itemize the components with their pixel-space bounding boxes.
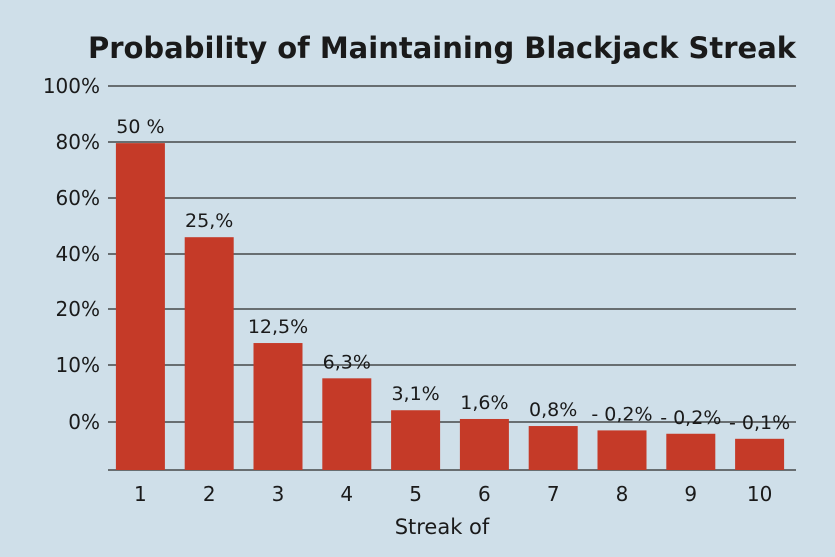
data-label: 6,3%	[323, 351, 371, 373]
x-tick-label: 10	[747, 482, 772, 506]
x-tick-label: 4	[340, 482, 353, 506]
bar	[459, 418, 509, 470]
x-tick-label: 1	[134, 482, 147, 506]
bar	[115, 143, 165, 470]
data-label: 3,1%	[391, 383, 439, 405]
x-tick-label: 8	[616, 482, 629, 506]
y-tick-label: 10%	[56, 353, 100, 377]
x-tick-label: 9	[684, 482, 697, 506]
bar	[322, 378, 372, 470]
data-label: 50 %	[116, 116, 164, 138]
x-axis-label: Streak of	[395, 515, 490, 539]
y-tick-label: 60%	[56, 186, 100, 210]
y-tick-label: 40%	[56, 242, 100, 266]
y-axis-ticks: 0% 10% 20% 40% 60% 80% 100%	[43, 74, 100, 434]
bar	[597, 430, 647, 470]
data-label: - 0,1%	[729, 412, 790, 434]
y-tick-label: 0%	[68, 410, 100, 434]
x-tick-label: 2	[203, 482, 216, 506]
y-tick-label: 80%	[56, 130, 100, 154]
bar	[735, 438, 785, 470]
bar	[184, 237, 234, 470]
data-label: 0,8%	[529, 399, 577, 421]
data-label: - 0,2%	[591, 403, 652, 425]
bar	[253, 343, 303, 470]
y-tick-label: 100%	[43, 74, 100, 98]
data-label: - 0,2%	[660, 407, 721, 429]
x-tick-label: 6	[478, 482, 491, 506]
y-tick-label: 20%	[56, 297, 100, 321]
x-tick-label: 5	[409, 482, 422, 506]
data-label: 25,%	[185, 210, 233, 232]
data-label: 12,5%	[248, 316, 308, 338]
bar	[666, 433, 716, 470]
bar	[528, 426, 578, 470]
x-tick-label: 7	[547, 482, 560, 506]
data-label: 1,6%	[460, 392, 508, 414]
data-labels: 50 % 25,% 12,5% 6,3% 3,1% 1,6% 0,8% - 0,2% - 0,2…	[116, 116, 790, 434]
chart-title: Probability of Maintaining Blackjack Str…	[88, 31, 797, 65]
x-axis-ticks: 1 2 3 4 5 6 7 8 9 10	[134, 482, 772, 506]
x-tick-label: 3	[272, 482, 285, 506]
bars	[115, 143, 785, 470]
bar	[391, 410, 441, 470]
